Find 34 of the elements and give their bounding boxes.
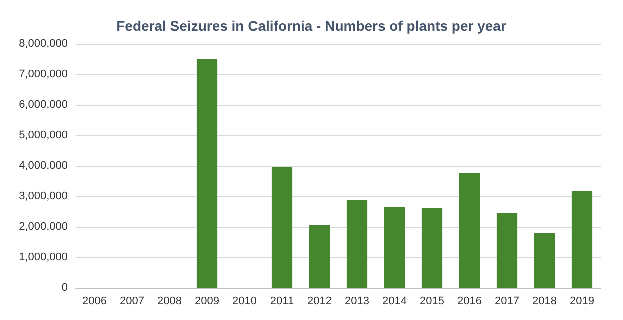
bar <box>309 225 330 288</box>
y-tick-label: 5,000,000 <box>19 130 68 142</box>
chart-title: Federal Seizures in California - Numbers of plants per year <box>116 18 507 34</box>
bar <box>196 59 218 288</box>
bar <box>572 191 593 288</box>
bar <box>346 200 368 288</box>
x-tick-label: 2012 <box>308 296 332 308</box>
x-tick-label: 2011 <box>270 296 294 308</box>
x-tick-label: 2014 <box>382 296 407 308</box>
x-tick-label: 2017 <box>495 296 520 308</box>
x-tick-label: 2007 <box>120 296 144 308</box>
x-tick-label: 2009 <box>195 296 220 308</box>
x-tick-label: 2019 <box>570 296 594 308</box>
y-tick-label: 2,000,000 <box>19 221 68 233</box>
bar <box>384 207 406 288</box>
y-tick-label: 8,000,000 <box>19 38 68 50</box>
y-tick-label: 6,000,000 <box>19 99 68 111</box>
x-tick-label: 2013 <box>345 296 370 308</box>
x-tick-label: 2015 <box>420 296 444 308</box>
bar <box>459 173 480 288</box>
y-tick-label: 1,000,000 <box>19 252 68 264</box>
y-tick-label: 3,000,000 <box>19 190 68 202</box>
x-tick-label: 2016 <box>458 296 482 308</box>
x-tick-label: 2018 <box>532 296 557 308</box>
x-tick-label: 2008 <box>158 296 182 308</box>
bar <box>422 208 443 288</box>
y-tick-label: 4,000,000 <box>19 160 68 172</box>
x-tick-label: 2006 <box>82 296 107 308</box>
bar <box>534 233 556 288</box>
bar <box>496 212 518 288</box>
bar <box>272 167 293 288</box>
y-tick-label: 7,000,000 <box>19 68 68 80</box>
x-tick-label: 2010 <box>232 296 257 308</box>
y-tick-label: 0 <box>62 282 68 294</box>
